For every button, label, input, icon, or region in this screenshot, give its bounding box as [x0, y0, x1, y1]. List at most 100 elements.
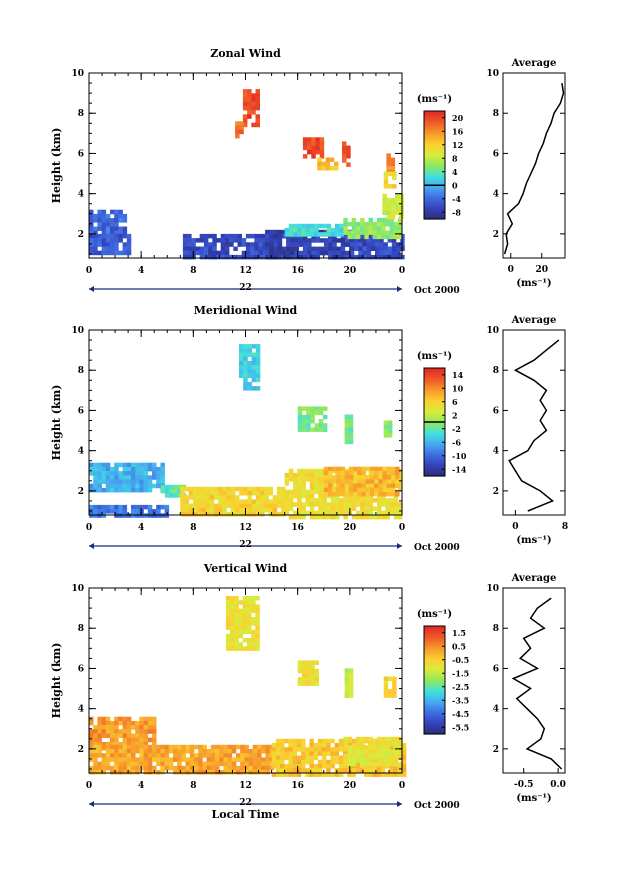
- heatmap-cell: [251, 608, 256, 614]
- colorbar-segment: [424, 647, 445, 650]
- heatmap-cell: [191, 238, 196, 243]
- heatmap-cell: [152, 483, 157, 489]
- heatmap-cell: [281, 234, 287, 239]
- heatmap-cell: [372, 498, 378, 503]
- heatmap-cell: [189, 753, 195, 758]
- heatmap-cell: [314, 489, 319, 495]
- heatmap-cell: [173, 484, 178, 490]
- heatmap-cell: [152, 737, 157, 743]
- heatmap-cell: [105, 744, 111, 750]
- heatmap-cell: [334, 759, 340, 765]
- colorbar-segment: [424, 156, 445, 159]
- colorbar-segment: [424, 175, 445, 179]
- heatmap-cell: [392, 171, 397, 176]
- heatmap-cell: [251, 360, 257, 366]
- heatmap-cell: [164, 493, 170, 498]
- heatmap-cell: [93, 504, 98, 510]
- heatmap-cell: [275, 743, 281, 748]
- heatmap-cell: [297, 485, 302, 490]
- heatmap-cell: [305, 472, 311, 478]
- heatmap-cell: [192, 491, 198, 496]
- heatmap-cell: [255, 495, 261, 500]
- heatmap-cell: [330, 755, 335, 761]
- heatmap-cell: [309, 768, 314, 773]
- heatmap-cell: [93, 475, 98, 480]
- profile-y-tick-label: 2: [493, 487, 499, 497]
- heatmap-cell: [160, 744, 165, 750]
- heatmap-cell: [302, 250, 308, 256]
- heatmap-cell: [391, 238, 397, 243]
- heatmap-cell: [346, 145, 351, 151]
- heatmap-cell: [225, 604, 231, 609]
- heatmap-cell: [271, 747, 277, 752]
- heatmap-cell: [311, 246, 316, 252]
- heatmap-region: [89, 504, 170, 518]
- colorbar-segment: [424, 396, 445, 400]
- heatmap-cell: [386, 206, 392, 211]
- heatmap-cell: [243, 381, 248, 387]
- heatmap-cell: [343, 230, 348, 235]
- heatmap-cell: [173, 749, 178, 754]
- heatmap-cell: [397, 741, 403, 746]
- colorbar-segment: [424, 123, 445, 126]
- heatmap-cell: [242, 608, 248, 614]
- heatmap-cell: [390, 197, 396, 203]
- heatmap-cell: [236, 770, 241, 775]
- heatmap-cell: [251, 642, 256, 647]
- colorbar-segment: [424, 423, 445, 427]
- heatmap-cell: [347, 502, 353, 507]
- heatmap-cell: [110, 233, 115, 239]
- colorbar-segment: [424, 202, 445, 206]
- heatmap-cell: [97, 749, 102, 754]
- heatmap-cell: [395, 479, 400, 484]
- heatmap-region: [182, 233, 268, 260]
- heatmap-cell: [317, 751, 323, 756]
- heatmap-cell: [180, 499, 185, 504]
- heatmap-cell: [309, 772, 314, 777]
- heatmap-cell: [354, 246, 359, 251]
- heatmap-cell: [89, 757, 94, 762]
- heatmap-region: [235, 121, 244, 139]
- profile-x-tick-label: 8: [562, 522, 568, 532]
- heatmap-cell: [268, 503, 273, 509]
- colorbar-segment: [424, 129, 445, 132]
- heatmap-cell: [385, 772, 390, 777]
- heatmap-cell: [199, 238, 205, 243]
- profile-title: Average: [511, 58, 557, 69]
- heatmap-cell: [122, 479, 128, 484]
- heatmap-cell: [182, 246, 188, 251]
- heatmap-cell: [229, 242, 234, 247]
- heatmap-cell: [188, 491, 194, 496]
- heatmap-cell: [389, 217, 394, 223]
- heatmap-cell: [97, 504, 102, 510]
- heatmap-cell: [89, 720, 94, 726]
- heatmap-cell: [272, 507, 278, 513]
- heatmap-cell: [364, 749, 369, 754]
- heatmap-cell: [257, 761, 262, 767]
- heatmap-cell: [168, 761, 174, 767]
- heatmap-cell: [233, 246, 238, 251]
- heatmap-cell: [393, 736, 399, 742]
- heatmap-cell: [245, 246, 251, 251]
- heatmap-cell: [387, 424, 393, 430]
- heatmap-cell: [131, 733, 136, 738]
- heatmap-cell: [243, 369, 248, 374]
- heatmap-cell: [376, 736, 382, 742]
- heatmap-cell: [322, 743, 327, 748]
- heatmap-cell: [122, 737, 128, 743]
- heatmap-region: [302, 137, 325, 159]
- colorbar-tick-label: -2: [452, 424, 461, 434]
- heatmap-cell: [344, 242, 350, 247]
- heatmap-cell: [360, 749, 365, 754]
- heatmap-cell: [192, 507, 198, 513]
- heatmap-cell: [335, 232, 340, 237]
- heatmap-cell: [297, 502, 302, 507]
- heatmap-cell: [397, 217, 403, 223]
- heatmap-cell: [251, 600, 256, 605]
- heatmap-cell: [237, 254, 242, 260]
- heatmap-cell: [358, 254, 363, 260]
- heatmap-cell: [206, 765, 212, 771]
- heatmap-cell: [376, 230, 382, 235]
- heatmap-cell: [126, 233, 132, 239]
- heatmap-cell: [93, 226, 98, 231]
